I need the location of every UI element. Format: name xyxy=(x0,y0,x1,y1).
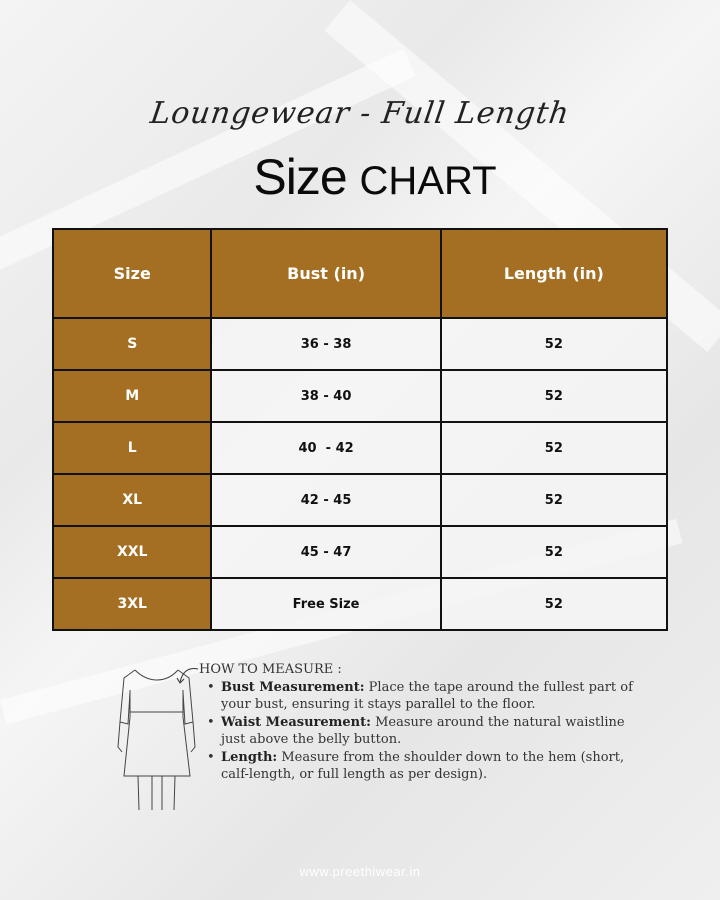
bust-cell: Free Size xyxy=(210,577,442,631)
length-cell: 52 xyxy=(439,421,669,475)
bust-cell: 40 - 42 xyxy=(210,421,442,475)
column-header: Length (in) xyxy=(439,228,669,319)
size-cell: XXL xyxy=(51,525,213,579)
bust-cell: 45 - 47 xyxy=(210,525,442,579)
measure-item-length: Length: Measure from the shoulder down t… xyxy=(207,749,652,784)
table-row: L 40 - 42 52 xyxy=(51,421,669,475)
column-header: Size xyxy=(51,228,213,319)
item-label: Waist Measurement: xyxy=(221,714,371,730)
table-row: XXL 45 - 47 52 xyxy=(51,525,669,579)
length-cell: 52 xyxy=(439,369,669,423)
page-title: Size CHART xyxy=(0,148,720,206)
measure-item-waist: Waist Measurement: Measure around the na… xyxy=(207,714,647,749)
column-header: Bust (in) xyxy=(210,228,442,319)
how-to-measure: HOW TO MEASURE : Bust Measurement: Place… xyxy=(199,661,652,784)
table-row: 3XL Free Size 52 xyxy=(51,577,669,631)
bust-cell: 42 - 45 xyxy=(210,473,442,527)
item-text: Measure around the natural waistline jus… xyxy=(221,714,625,748)
curved-arrow-icon xyxy=(176,668,199,684)
how-to-measure-heading: HOW TO MEASURE : xyxy=(199,662,342,677)
size-cell: M xyxy=(51,369,213,423)
size-cell: 3XL xyxy=(51,577,213,631)
table-row: S 36 - 38 52 xyxy=(51,317,669,371)
title-size: Size xyxy=(253,149,347,205)
item-text: Place the tape around the fullest part o… xyxy=(221,679,633,713)
size-cell: L xyxy=(51,421,213,475)
item-text: Measure from the shoulder down to the he… xyxy=(221,749,625,783)
length-cell: 52 xyxy=(439,525,669,579)
measure-item-bust: Bust Measurement: Place the tape around … xyxy=(207,679,647,714)
website-link[interactable]: www.preethiwear.in xyxy=(299,864,421,879)
bust-cell: 36 - 38 xyxy=(210,317,442,371)
table-row: M 38 - 40 52 xyxy=(51,369,669,423)
length-cell: 52 xyxy=(439,317,669,371)
subtitle: Loungewear - Full Length xyxy=(148,96,572,131)
table-row: XL 42 - 45 52 xyxy=(51,473,669,527)
size-cell: S xyxy=(51,317,213,371)
length-cell: 52 xyxy=(439,473,669,527)
size-cell: XL xyxy=(51,473,213,527)
table-header-row: Size Bust (in) Length (in) xyxy=(51,228,669,319)
length-cell: 52 xyxy=(439,577,669,631)
item-label: Length: xyxy=(221,749,278,765)
bust-cell: 38 - 40 xyxy=(210,369,442,423)
item-label: Bust Measurement: xyxy=(221,679,365,695)
title-chart: CHART xyxy=(359,159,497,203)
dress-illustration xyxy=(117,669,196,811)
